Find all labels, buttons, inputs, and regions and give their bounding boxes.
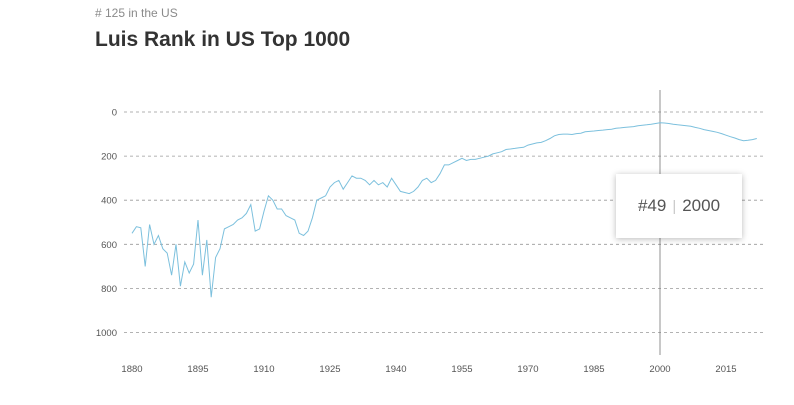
x-tick-label: 1970 (517, 364, 538, 375)
x-tick-label: 1940 (385, 364, 406, 375)
hover-tooltip: #49 | 2000 (616, 174, 742, 238)
tooltip-rank: #49 (637, 196, 667, 215)
rank-subtitle: # 125 in the US (95, 6, 178, 20)
x-tick-label: 2015 (715, 364, 736, 375)
y-tick-label: 800 (101, 284, 117, 295)
x-tick-label: 1910 (253, 364, 274, 375)
tooltip-year: 2000 (682, 196, 721, 215)
y-tick-label: 1000 (96, 328, 117, 339)
tooltip-separator: | (672, 197, 677, 215)
y-tick-label: 200 (101, 152, 117, 163)
y-tick-label: 0 (112, 108, 117, 119)
y-tick-label: 600 (101, 240, 117, 251)
rank-series-line[interactable] (131, 122, 757, 298)
y-axis-ticks: 0 200 400 600 800 1000 (96, 108, 117, 340)
x-axis-ticks: 1880 1895 1910 1925 1940 1955 1970 1985 2000 2015 (121, 364, 736, 375)
x-tick-label: 1955 (451, 364, 472, 375)
x-tick-label: 1880 (121, 364, 142, 375)
x-tick-label: 1925 (319, 364, 340, 375)
chart-title: Luis Rank in US Top 1000 (95, 28, 351, 51)
grid-lines (124, 111, 764, 333)
y-tick-label: 400 (101, 196, 117, 207)
x-tick-label: 1895 (187, 364, 208, 375)
x-tick-label: 2000 (649, 364, 670, 375)
x-tick-label: 1985 (583, 364, 604, 375)
